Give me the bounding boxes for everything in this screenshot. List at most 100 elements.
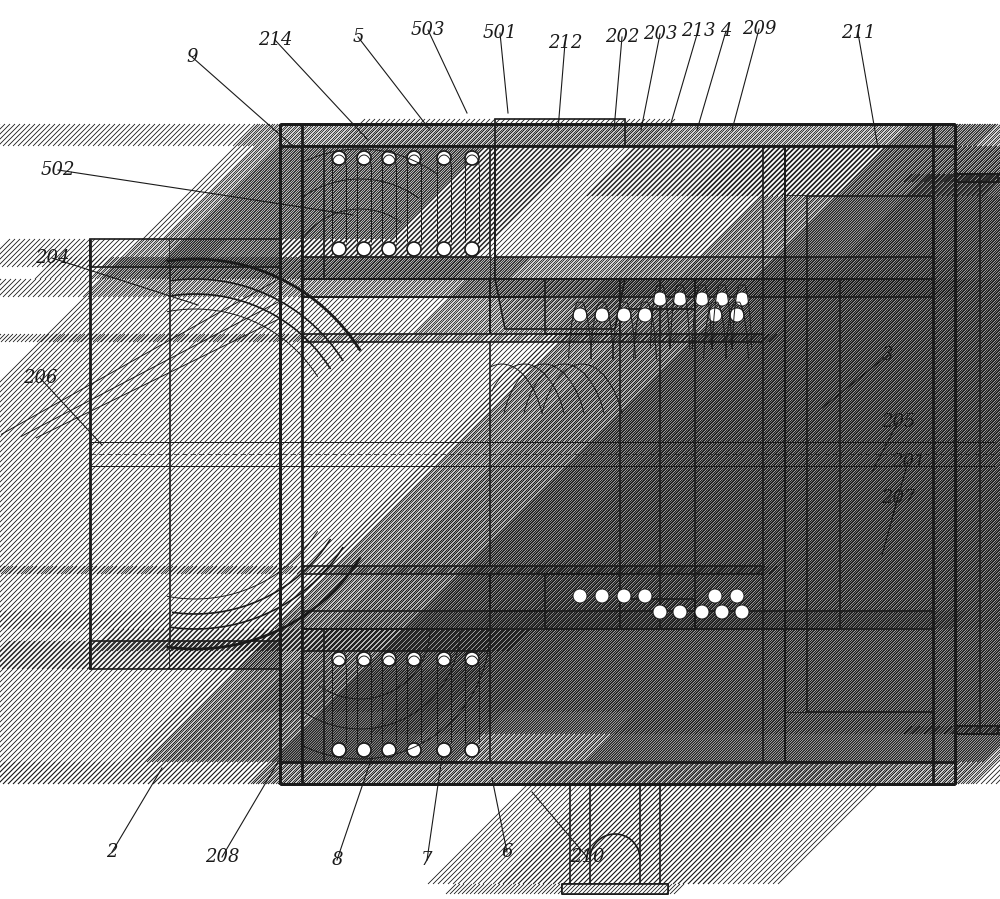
Text: 7: 7 bbox=[421, 851, 433, 869]
Circle shape bbox=[715, 292, 729, 306]
Circle shape bbox=[735, 292, 749, 306]
Bar bbox=[620, 279, 695, 309]
Bar bbox=[280, 124, 955, 146]
Text: 211: 211 bbox=[841, 24, 875, 42]
Circle shape bbox=[573, 308, 587, 322]
Bar bbox=[302, 279, 933, 297]
Circle shape bbox=[407, 652, 421, 666]
Circle shape bbox=[407, 743, 421, 757]
Text: 201: 201 bbox=[891, 453, 925, 471]
Text: 202: 202 bbox=[605, 28, 639, 46]
Circle shape bbox=[735, 605, 749, 619]
Circle shape bbox=[708, 308, 722, 322]
Polygon shape bbox=[170, 641, 280, 669]
Circle shape bbox=[695, 292, 709, 306]
Circle shape bbox=[715, 605, 729, 619]
Bar bbox=[785, 196, 807, 712]
Bar bbox=[660, 279, 695, 629]
Circle shape bbox=[437, 151, 451, 165]
Circle shape bbox=[382, 242, 396, 256]
Circle shape bbox=[617, 308, 631, 322]
Text: 203: 203 bbox=[643, 25, 677, 43]
Text: 5: 5 bbox=[352, 28, 364, 46]
Bar bbox=[785, 712, 933, 762]
Circle shape bbox=[357, 242, 371, 256]
Text: 6: 6 bbox=[501, 843, 513, 861]
Bar bbox=[302, 334, 763, 342]
Text: 205: 205 bbox=[881, 413, 915, 431]
Text: 9: 9 bbox=[186, 48, 198, 66]
Circle shape bbox=[653, 292, 667, 306]
Bar bbox=[640, 762, 660, 884]
Bar bbox=[302, 611, 933, 629]
Circle shape bbox=[382, 151, 396, 165]
Polygon shape bbox=[170, 239, 280, 267]
Bar bbox=[570, 762, 590, 884]
Bar bbox=[302, 146, 490, 279]
Circle shape bbox=[638, 589, 652, 603]
Bar bbox=[785, 712, 933, 762]
Bar bbox=[955, 174, 1000, 182]
Bar bbox=[545, 574, 620, 629]
Text: 2: 2 bbox=[106, 843, 118, 861]
Text: 213: 213 bbox=[681, 22, 715, 40]
Bar bbox=[955, 726, 1000, 734]
Bar bbox=[955, 726, 998, 734]
Text: 4: 4 bbox=[720, 22, 732, 40]
Bar bbox=[562, 884, 668, 894]
Circle shape bbox=[573, 589, 587, 603]
Bar bbox=[302, 279, 490, 297]
Circle shape bbox=[332, 151, 346, 165]
Circle shape bbox=[730, 308, 744, 322]
Circle shape bbox=[465, 652, 479, 666]
Text: 501: 501 bbox=[483, 24, 517, 42]
Circle shape bbox=[595, 308, 609, 322]
Bar bbox=[280, 146, 302, 239]
Circle shape bbox=[465, 242, 479, 256]
Circle shape bbox=[730, 589, 744, 603]
Bar bbox=[562, 884, 668, 894]
Circle shape bbox=[695, 605, 709, 619]
Circle shape bbox=[357, 743, 371, 757]
Bar bbox=[90, 239, 170, 267]
Circle shape bbox=[407, 151, 421, 165]
Text: 204: 204 bbox=[35, 249, 69, 267]
Circle shape bbox=[437, 242, 451, 256]
Bar bbox=[495, 119, 625, 146]
Circle shape bbox=[708, 589, 722, 603]
Bar bbox=[490, 297, 670, 611]
Text: 503: 503 bbox=[411, 21, 445, 39]
Circle shape bbox=[332, 743, 346, 757]
Text: 214: 214 bbox=[258, 31, 292, 49]
Circle shape bbox=[638, 308, 652, 322]
Bar bbox=[495, 257, 933, 279]
Circle shape bbox=[673, 292, 687, 306]
Bar bbox=[302, 257, 490, 279]
Circle shape bbox=[407, 242, 421, 256]
Bar bbox=[785, 146, 933, 196]
Bar bbox=[280, 762, 955, 784]
Bar bbox=[280, 124, 302, 784]
Text: 207: 207 bbox=[881, 489, 915, 507]
Bar bbox=[763, 146, 785, 762]
Circle shape bbox=[465, 743, 479, 757]
Circle shape bbox=[437, 743, 451, 757]
Bar bbox=[620, 599, 695, 629]
Circle shape bbox=[653, 605, 667, 619]
Circle shape bbox=[465, 151, 479, 165]
Bar bbox=[302, 566, 763, 574]
Bar bbox=[955, 174, 998, 182]
Text: 206: 206 bbox=[23, 369, 57, 387]
Text: 210: 210 bbox=[570, 848, 604, 866]
Polygon shape bbox=[495, 279, 625, 329]
Circle shape bbox=[437, 652, 451, 666]
Bar bbox=[620, 599, 695, 629]
Circle shape bbox=[382, 743, 396, 757]
Bar bbox=[785, 146, 933, 196]
Bar bbox=[620, 279, 695, 309]
Bar bbox=[302, 629, 490, 651]
Bar bbox=[545, 279, 620, 334]
Circle shape bbox=[382, 652, 396, 666]
Bar bbox=[302, 146, 324, 279]
Text: 3: 3 bbox=[882, 346, 894, 364]
